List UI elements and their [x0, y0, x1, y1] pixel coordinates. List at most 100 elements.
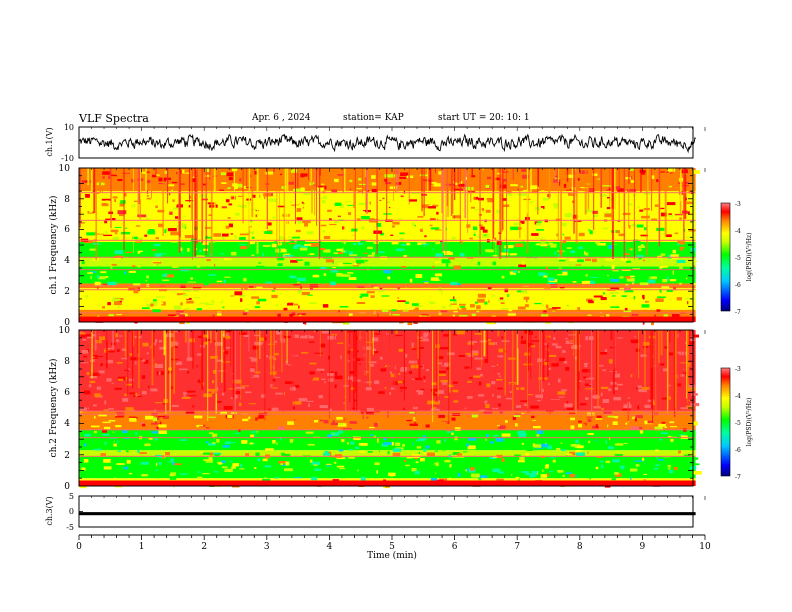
- spectrum-speck: [81, 180, 89, 183]
- spectrum-speck: [693, 265, 695, 268]
- spectrum-burst: [566, 168, 569, 182]
- spectrum-speck: [589, 475, 591, 480]
- spectrum-speck: [84, 421, 91, 423]
- spectrum-burst: [232, 330, 235, 399]
- spectrum-speck: [682, 292, 688, 296]
- spectrum-speck: [367, 246, 373, 250]
- spectrum-speck: [497, 373, 500, 375]
- spectrum-speck: [221, 392, 225, 396]
- spectrum-speck: [566, 406, 574, 410]
- spectrum-speck: [294, 303, 298, 306]
- spectrum-speck: [663, 368, 668, 372]
- spectrum-speck: [391, 240, 399, 245]
- spectrum-speck: [545, 464, 549, 469]
- spectrum-speck: [599, 365, 604, 367]
- spectrum-speck: [628, 252, 631, 255]
- spectrum-speck: [309, 302, 317, 305]
- spectrum-burst: [314, 168, 316, 216]
- spectrum-speck: [453, 215, 456, 219]
- spectrum-speck: [660, 253, 666, 256]
- spectrum-speck: [487, 287, 492, 290]
- spectrum-speck: [435, 462, 439, 467]
- spectrum-burst: [372, 330, 374, 355]
- spectrum-speck: [110, 252, 116, 255]
- spectrum-speck: [341, 439, 345, 443]
- spectrum-speck: [478, 477, 482, 480]
- spectrum-speck: [565, 367, 570, 371]
- spectrum-speck: [334, 202, 342, 206]
- spectrum-speck: [609, 292, 619, 295]
- ch2-freq-tick-0: 0: [64, 482, 70, 492]
- spectrum-speck: [527, 394, 533, 396]
- spectrum-speck: [139, 422, 145, 424]
- spectrum-speck: [240, 204, 247, 208]
- spectrum-burst: [248, 168, 251, 227]
- spectrum-speck: [230, 412, 237, 414]
- spectrum-speck: [578, 232, 585, 237]
- spectrum-speck: [559, 182, 561, 186]
- spectrum-speck: [516, 200, 518, 204]
- spectrum-speck: [467, 396, 473, 399]
- spectrum-speck: [295, 229, 301, 233]
- spectrum-speck: [426, 462, 435, 465]
- spectrum-speck: [262, 343, 265, 346]
- spectrum-speck: [435, 261, 442, 264]
- spectrum-speck: [364, 437, 371, 440]
- spectrum-speck: [519, 221, 525, 224]
- spectrum-speck: [368, 361, 377, 364]
- spectrum-speck: [272, 440, 276, 444]
- spectrum-speck: [523, 403, 527, 406]
- spectrum-speck: [473, 233, 476, 236]
- spectrum-speck: [213, 233, 221, 237]
- spectrum-speck: [197, 335, 203, 338]
- spectrum-speck: [601, 265, 604, 270]
- spectrum-speck: [530, 435, 539, 438]
- spectrum-speck: [404, 459, 407, 463]
- spectrum-speck: [170, 231, 179, 236]
- spectrum-speck: [693, 457, 699, 460]
- spectrum-speck: [580, 423, 586, 426]
- spectrum-speck: [664, 439, 669, 442]
- spectrum-speck: [535, 243, 540, 246]
- spectrum-speck: [430, 408, 440, 411]
- spectrum-burst: [319, 168, 320, 259]
- spectrum-speck: [433, 183, 441, 187]
- spectrum-speck: [602, 399, 610, 403]
- spectrum-speck: [104, 442, 107, 445]
- spectrum-speck: [175, 216, 179, 219]
- spectrum-speck: [622, 408, 631, 411]
- spectrum-speck: [484, 234, 487, 236]
- spectrum-speck: [550, 243, 557, 248]
- spectrum-speck: [471, 413, 479, 418]
- spectrum-speck: [587, 418, 592, 422]
- spectrum-burst: [483, 330, 486, 357]
- spectrum-burst: [100, 330, 103, 338]
- spectrum-speck: [239, 332, 247, 335]
- spectrum-speck: [84, 390, 91, 395]
- spectrum-speck: [248, 226, 252, 228]
- spectrum-speck: [242, 178, 245, 183]
- spectrum-speck: [280, 292, 283, 295]
- spectrum-speck: [549, 412, 552, 414]
- spectrum-speck: [473, 196, 479, 200]
- spectrum-speck: [183, 392, 187, 395]
- spectrum-speck: [519, 457, 525, 461]
- spectrum-speck: [632, 282, 634, 285]
- spectrum-speck: [182, 294, 188, 296]
- spectrum-speck: [586, 377, 595, 380]
- spectrum-speck: [527, 343, 533, 347]
- spectrum-speck: [203, 461, 206, 465]
- spectrum-speck: [614, 435, 620, 437]
- spectrum-speck: [141, 391, 147, 395]
- spectrum-speck: [555, 271, 558, 276]
- spectrum-burst: [178, 168, 181, 253]
- spectrum-speck: [337, 469, 347, 471]
- spectrum-burst: [196, 330, 198, 396]
- spectrum-speck: [167, 271, 173, 273]
- spectrum-speck: [538, 248, 543, 252]
- spectrum-speck: [331, 360, 339, 363]
- spectrum-speck: [640, 234, 648, 237]
- spectrum-speck: [395, 248, 405, 251]
- spectrum-speck: [553, 179, 562, 183]
- spectrum-speck: [262, 244, 271, 247]
